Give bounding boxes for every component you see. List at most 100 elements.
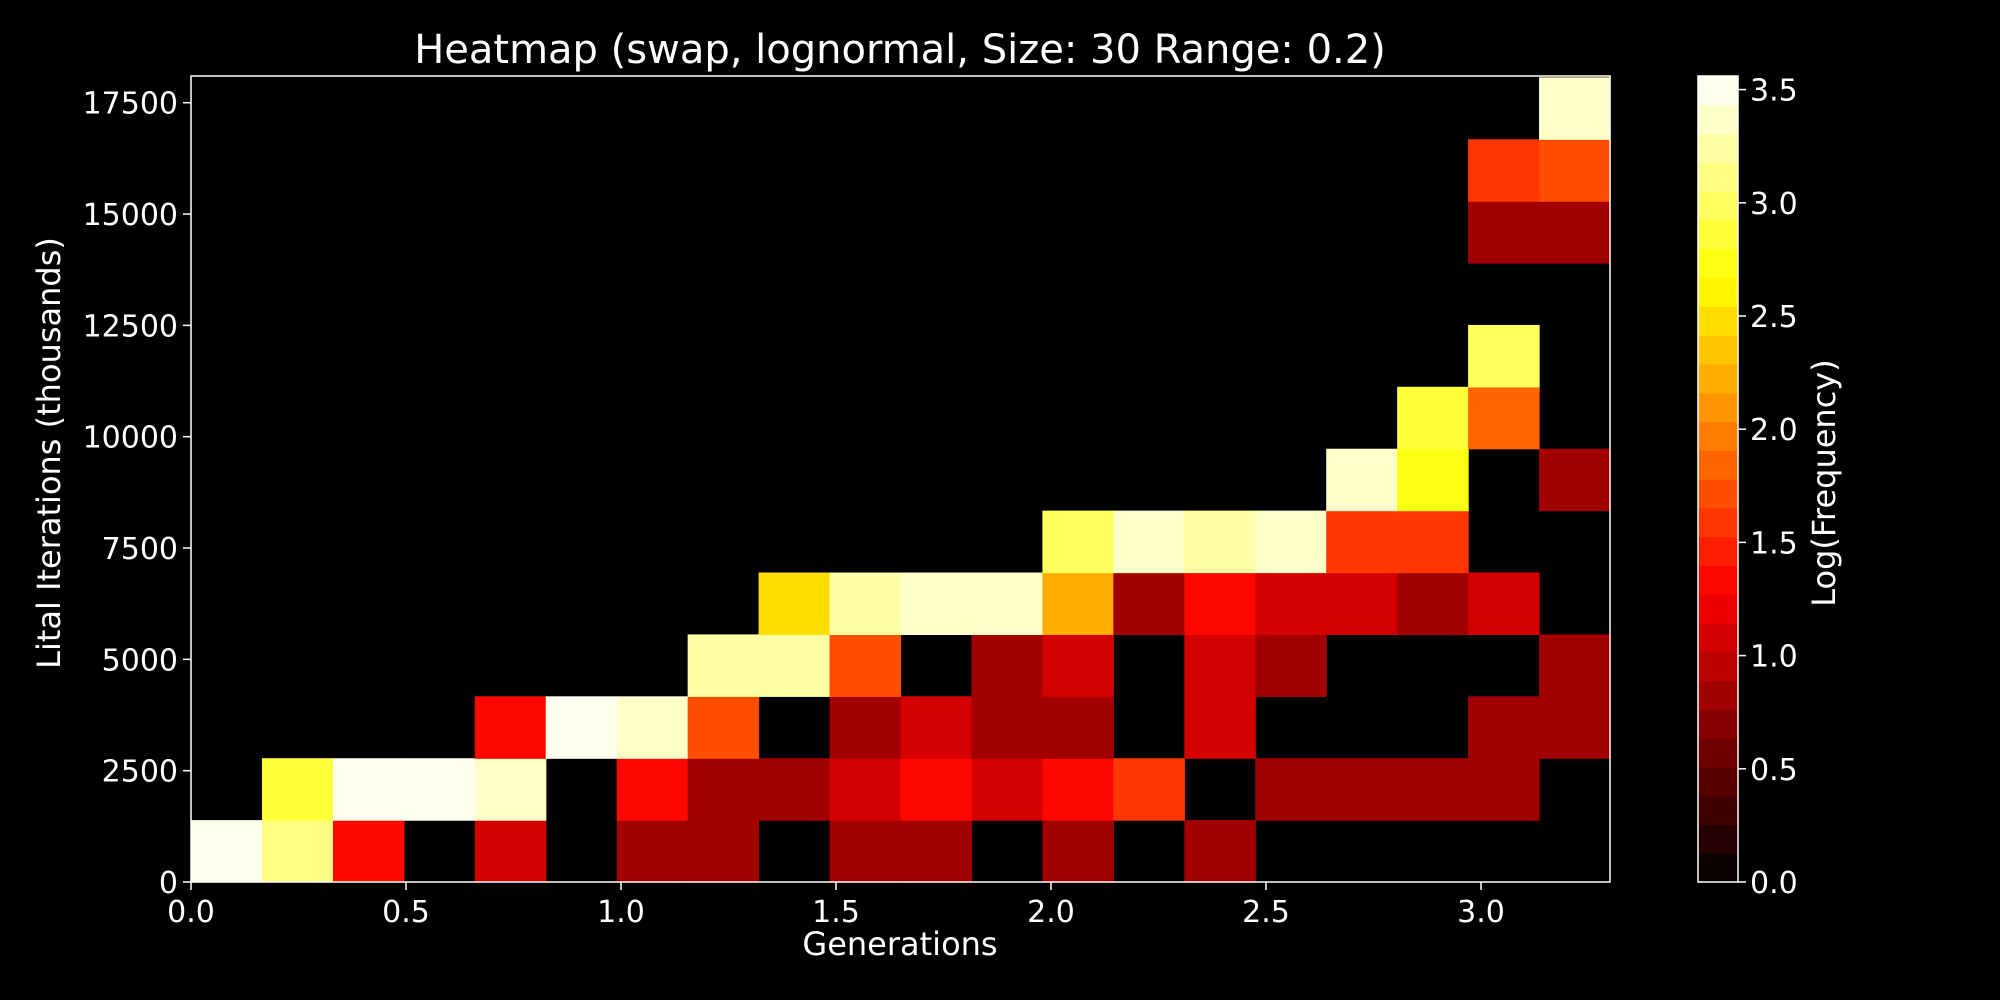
colorbar-ticks: 0.0 0.5 1.0 1.5 2.0 2.5 3.0 3.5 (1738, 74, 1798, 901)
heatmap-cell (1539, 448, 1611, 512)
heatmap-cell (687, 634, 760, 697)
heatmap-cell (403, 758, 476, 821)
colorbar-tick-label: 2.5 (1750, 300, 1798, 335)
heatmap-cell (1397, 572, 1469, 636)
heatmap-cell (1539, 77, 1611, 140)
heatmap-cell (616, 696, 689, 759)
heatmap-cell (1397, 510, 1469, 574)
heatmap-cell (687, 696, 760, 759)
heatmap-cell (829, 820, 902, 883)
heatmap-cell (1397, 386, 1469, 450)
x-tick-label: 2.0 (1027, 895, 1075, 930)
heatmap-cell (1468, 758, 1540, 821)
heatmap-cell (1468, 572, 1540, 636)
heatmap-cell (1042, 510, 1114, 574)
heatmap-cell (1184, 510, 1256, 574)
y-tick-label: 0 (159, 866, 178, 901)
y-tick-label: 17500 (83, 87, 178, 122)
heatmap-cell (900, 572, 973, 636)
heatmap-cell (1042, 758, 1114, 821)
colorbar-swatch (1698, 536, 1738, 566)
heatmap-cell (1468, 386, 1540, 450)
x-axis: 0.0 0.5 1.0 1.5 2.0 2.5 3.0 (167, 882, 1505, 930)
chart-title: Heatmap (swap, lognormal, Size: 30 Range… (414, 27, 1386, 73)
x-tick-label: 0.0 (167, 895, 215, 930)
y-tick-label: 2500 (102, 755, 178, 790)
colorbar-swatch (1698, 824, 1738, 854)
heatmap-cell (1539, 696, 1611, 759)
heatmap-cell (971, 758, 1043, 821)
heatmap-cell (1042, 820, 1114, 883)
colorbar-swatch (1698, 622, 1738, 653)
heatmap-cell (1255, 634, 1327, 697)
heatmap-cell (758, 758, 831, 821)
colorbar-swatch (1698, 363, 1738, 394)
heatmap-cell (1397, 448, 1469, 512)
colorbar-swatch (1698, 191, 1738, 221)
colorbar-label: Log(Frequency) (1805, 359, 1843, 606)
heatmap-cell (261, 758, 334, 821)
heatmap-cell (1326, 572, 1398, 636)
y-tick-label: 5000 (102, 643, 178, 678)
colorbar-swatch (1698, 306, 1738, 336)
heatmap-cell (829, 758, 902, 821)
heatmap-cell (1326, 510, 1398, 574)
heatmap-cell (1042, 572, 1114, 636)
heatmap-cell (900, 758, 973, 821)
heatmap-cell (1468, 201, 1540, 264)
y-tick-label: 15000 (83, 198, 178, 233)
colorbar-tick-label: 3.5 (1750, 74, 1798, 109)
heatmap-cell (474, 820, 547, 883)
colorbar-swatch (1698, 766, 1738, 797)
heatmap-cell (1184, 696, 1256, 759)
colorbar-swatch (1698, 680, 1738, 710)
y-tick-label: 12500 (83, 309, 178, 344)
heatmap-cell (1539, 201, 1611, 264)
heatmap-cell (261, 820, 334, 883)
heatmap-cell (829, 696, 902, 759)
heatmap-cell (332, 758, 405, 821)
plot-frame (190, 75, 1611, 883)
heatmap-cell (1113, 572, 1185, 636)
x-tick-label: 2.5 (1242, 895, 1290, 930)
heatmap-cell (1539, 634, 1611, 697)
colorbar-swatch (1698, 392, 1738, 423)
colorbar-swatch (1698, 738, 1738, 768)
colorbar-swatch (1698, 162, 1738, 192)
heatmap-cell (687, 820, 760, 883)
y-axis: 0 2500 5000 7500 10000 12500 15000 17500 (83, 87, 191, 901)
colorbar-tick-label: 3.0 (1750, 187, 1798, 222)
y-tick-label: 7500 (102, 532, 178, 567)
colorbar-swatch (1698, 133, 1738, 163)
heatmap-cell (1255, 510, 1327, 574)
heatmap-cells (191, 77, 1611, 883)
y-axis-label: Lital Iterations (thousands) (30, 237, 68, 669)
colorbar-swatch (1698, 479, 1738, 509)
colorbar-swatch (1698, 853, 1738, 883)
heatmap-cell (971, 696, 1043, 759)
heatmap-cell (971, 634, 1043, 697)
x-tick-label: 3.0 (1457, 895, 1505, 930)
heatmap-cell (829, 572, 902, 636)
colorbar-swatch (1698, 76, 1738, 106)
heatmap-cell (1184, 634, 1256, 697)
colorbar: 0.0 0.5 1.0 1.5 2.0 2.5 3.0 3.5 Log(Frequency) (1697, 74, 1843, 901)
colorbar-tick-label: 0.0 (1750, 866, 1798, 901)
colorbar-swatch (1698, 594, 1738, 624)
heatmap-cell (1468, 696, 1540, 759)
heatmap-cell (1113, 510, 1185, 574)
heatmap-cell (1468, 324, 1540, 388)
heatmap-cell (1468, 139, 1540, 202)
heatmap-cell (545, 696, 618, 759)
heatmap-cell (971, 572, 1043, 636)
heatmap-cell (1326, 448, 1398, 512)
x-axis-label: Generations (802, 925, 997, 963)
colorbar-swatch (1698, 450, 1738, 480)
colorbar-swatch (1698, 277, 1738, 307)
x-tick-label: 1.0 (597, 895, 645, 930)
colorbar-tick-label: 0.5 (1750, 753, 1798, 788)
colorbar-swatch (1698, 565, 1738, 595)
heatmap-cell (829, 634, 902, 697)
colorbar-swatch (1698, 421, 1738, 451)
